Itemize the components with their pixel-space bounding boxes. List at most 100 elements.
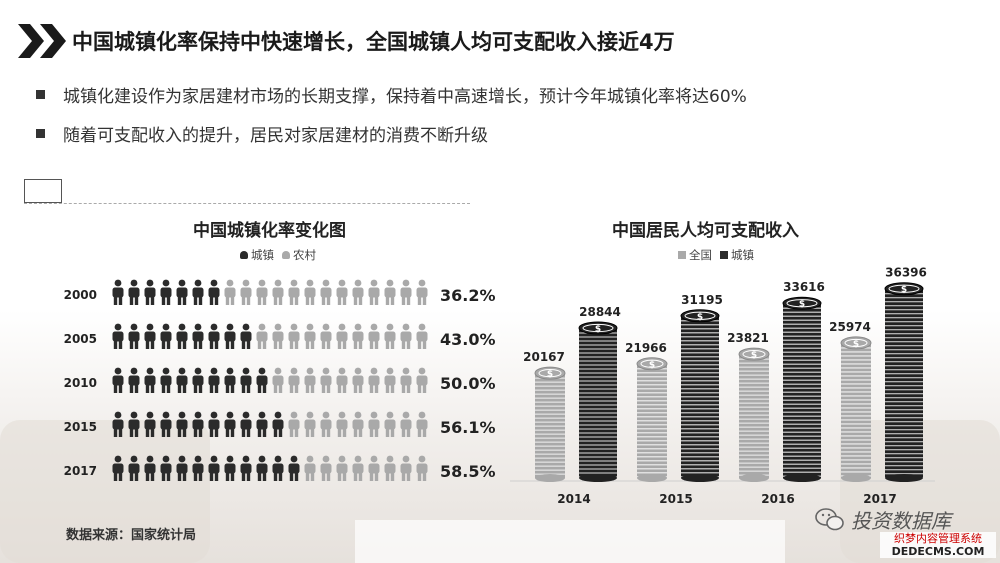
person-icon bbox=[240, 279, 252, 305]
person-icon bbox=[352, 323, 364, 349]
svg-text:$: $ bbox=[595, 325, 601, 335]
row-year-label: 2005 bbox=[64, 332, 97, 346]
svg-text:$: $ bbox=[547, 370, 553, 380]
bullet-item: 随着可支配收入的提升，居民对家居建材的消费不断升级 bbox=[36, 121, 488, 146]
watermark-line: DEDECMS.COM bbox=[891, 545, 985, 558]
brand-badge: 投资数据库 bbox=[815, 505, 951, 534]
legend-label: 全国 bbox=[689, 248, 712, 262]
person-icon bbox=[240, 367, 252, 393]
person-icon bbox=[224, 279, 236, 305]
person-icon bbox=[288, 323, 300, 349]
row-year-label: 2010 bbox=[64, 376, 97, 390]
coin-swatch bbox=[678, 251, 686, 259]
person-icon bbox=[128, 367, 140, 393]
person-icon bbox=[416, 455, 428, 481]
dollar-coin-icon: $ bbox=[534, 366, 566, 380]
person-icon bbox=[272, 411, 284, 437]
person-icon bbox=[400, 411, 412, 437]
background-table-shape bbox=[355, 520, 785, 563]
person-icon bbox=[224, 411, 236, 437]
person-icon bbox=[368, 367, 380, 393]
person-icon bbox=[256, 323, 268, 349]
person-icon bbox=[160, 279, 172, 305]
value-label: 58.5% bbox=[440, 462, 496, 481]
svg-text:$: $ bbox=[751, 351, 757, 361]
person-icon bbox=[320, 279, 332, 305]
person-icon bbox=[224, 323, 236, 349]
value-label: 56.1% bbox=[440, 418, 496, 437]
value-label: 36396 bbox=[885, 266, 927, 280]
person-icon bbox=[208, 367, 220, 393]
person-icon bbox=[416, 411, 428, 437]
urbanization-row: 2005 43.0% bbox=[64, 323, 496, 349]
person-icon bbox=[384, 279, 396, 305]
watermark: 织梦内容管理系统 DEDECMS.COM bbox=[880, 532, 996, 558]
person-icon bbox=[320, 323, 332, 349]
legend-label: 农村 bbox=[293, 248, 316, 262]
value-label: 50.0% bbox=[440, 374, 496, 393]
person-icon bbox=[304, 279, 316, 305]
bullet-item: 城镇化建设作为家居建材市场的长期支撑，保持着中高速增长，预计今年城镇化率将达60… bbox=[36, 82, 747, 107]
person-icon bbox=[208, 455, 220, 481]
person-icon bbox=[256, 367, 268, 393]
x-tick-label: 2016 bbox=[761, 492, 794, 506]
person-icon bbox=[400, 323, 412, 349]
person-icon bbox=[208, 279, 220, 305]
coin-stack: $21966 bbox=[625, 341, 668, 482]
person-icon bbox=[240, 251, 248, 259]
person-icon bbox=[112, 323, 124, 349]
person-icon bbox=[336, 367, 348, 393]
legend-item-urban: 城镇 bbox=[240, 247, 274, 263]
person-icon bbox=[352, 367, 364, 393]
person-icon bbox=[288, 367, 300, 393]
person-icon bbox=[368, 411, 380, 437]
person-icon bbox=[224, 367, 236, 393]
urbanization-row: 2010 50.0% bbox=[64, 367, 496, 393]
person-icon bbox=[272, 323, 284, 349]
person-icon bbox=[416, 323, 428, 349]
person-icon bbox=[256, 279, 268, 305]
dollar-coin-icon: $ bbox=[680, 309, 720, 323]
person-icon bbox=[336, 455, 348, 481]
legend-label: 城镇 bbox=[731, 248, 754, 262]
person-icon bbox=[368, 455, 380, 481]
chart-title-income: 中国居民人均可支配收入 bbox=[612, 221, 799, 241]
person-icon bbox=[368, 279, 380, 305]
dollar-coin-icon: $ bbox=[578, 321, 618, 335]
person-icon bbox=[112, 367, 124, 393]
value-label: 20167 bbox=[523, 350, 565, 364]
person-icon bbox=[144, 279, 156, 305]
bullet-text: 随着可支配收入的提升，居民对家居建材的消费不断升级 bbox=[63, 126, 488, 146]
person-icon bbox=[368, 323, 380, 349]
dollar-coin-icon: $ bbox=[840, 336, 872, 350]
legend-item-national: 全国 bbox=[678, 247, 712, 263]
person-icon bbox=[256, 411, 268, 437]
legend-income: 全国 城镇 bbox=[678, 247, 762, 263]
legend-urbanization: 城镇 农村 bbox=[240, 247, 324, 263]
x-tick-label: 2015 bbox=[659, 492, 692, 506]
source-note: 数据来源：国家统计局 bbox=[66, 528, 197, 543]
person-icon bbox=[208, 411, 220, 437]
person-icon bbox=[416, 367, 428, 393]
urbanization-row: 2000 36.2% bbox=[64, 279, 496, 305]
person-icon bbox=[144, 367, 156, 393]
person-icon bbox=[256, 455, 268, 481]
person-icon bbox=[304, 411, 316, 437]
svg-text:$: $ bbox=[901, 285, 907, 295]
person-icon bbox=[160, 367, 172, 393]
person-icon bbox=[400, 279, 412, 305]
dollar-coin-icon: $ bbox=[738, 347, 770, 361]
frame-divider bbox=[24, 203, 470, 204]
background-sofa-shape bbox=[0, 420, 210, 563]
person-icon bbox=[272, 455, 284, 481]
dollar-coin-icon: $ bbox=[782, 296, 822, 310]
person-icon bbox=[288, 279, 300, 305]
person-icon bbox=[384, 411, 396, 437]
value-label: 21966 bbox=[625, 341, 667, 355]
coin-stack: $23821 bbox=[727, 331, 770, 482]
svg-text:$: $ bbox=[799, 300, 805, 310]
person-icon bbox=[384, 455, 396, 481]
